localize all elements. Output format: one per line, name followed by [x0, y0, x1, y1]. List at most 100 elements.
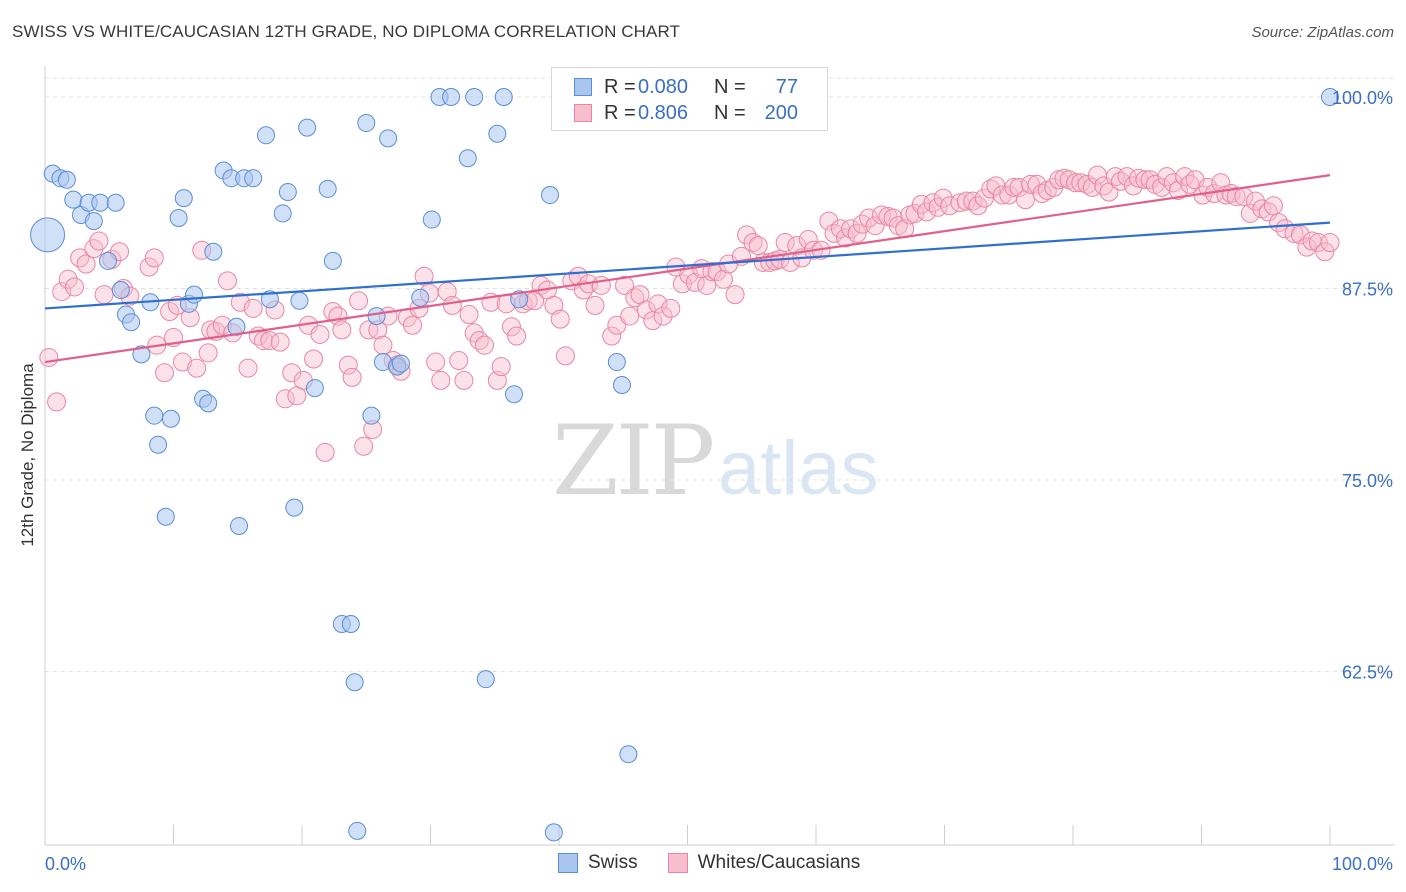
white-point [431, 370, 451, 390]
white-point [602, 326, 622, 346]
white-point [917, 202, 937, 222]
legend-r-label: R = [604, 101, 636, 124]
white-point [1258, 202, 1278, 222]
white-point [1004, 177, 1024, 197]
white-point [89, 231, 109, 251]
white-point [992, 185, 1012, 205]
swiss-point [465, 88, 484, 106]
white-point [648, 294, 668, 314]
swiss-point [541, 186, 560, 205]
swiss-point [305, 379, 324, 398]
white-point [454, 370, 474, 390]
trend-lines [44, 174, 1331, 364]
white-point [636, 300, 656, 320]
white-point [349, 291, 369, 311]
white-point [702, 262, 722, 282]
white-point [1315, 242, 1335, 262]
white-point [625, 288, 645, 308]
watermark-zip: ZIP [552, 405, 715, 517]
white-point [449, 351, 469, 371]
swiss-point [174, 189, 193, 208]
chart-title: SWISS VS WHITE/CAUCASIAN 12TH GRADE, NO … [12, 22, 681, 41]
swiss-point [505, 385, 524, 404]
white-point [507, 326, 527, 346]
swiss-point [145, 406, 164, 425]
swiss-point [227, 317, 246, 336]
legend-r-value: 0.806 [638, 101, 689, 124]
legend-n-value: 77 [775, 75, 798, 98]
legend-r-label: R = [604, 75, 636, 98]
legend-r-value: 0.080 [638, 75, 689, 98]
swiss-point [362, 406, 381, 425]
white-point [847, 223, 867, 243]
legend-n-value: 200 [764, 101, 798, 124]
white-point [550, 309, 570, 329]
swiss-point [458, 149, 477, 168]
swiss-point [156, 507, 175, 526]
swiss-point [278, 182, 297, 201]
swiss-point [199, 394, 218, 413]
legend-item-swiss[interactable]: Swiss [558, 852, 638, 874]
y-tick-label: 75.0% [1342, 471, 1393, 491]
legend-box: R = 0.080 N = 77 R = 0.806 N = 200 [551, 67, 828, 131]
swiss-point [84, 212, 103, 231]
white-point [310, 324, 330, 344]
swiss-point [348, 821, 367, 840]
swiss-point [257, 126, 276, 145]
swiss-point [607, 353, 626, 372]
white-point [354, 436, 374, 456]
white-point [260, 331, 280, 351]
swiss-point [476, 670, 495, 689]
white-point [1263, 196, 1283, 216]
white-point [819, 211, 839, 231]
swiss-point [411, 288, 430, 307]
swiss-point [1321, 88, 1339, 106]
white-trend-line [44, 174, 1331, 364]
white-point [836, 228, 856, 248]
white-point [1320, 233, 1340, 253]
swiss-point [619, 745, 638, 764]
y-tick-label: 87.5% [1342, 280, 1393, 300]
white-swatch [667, 853, 688, 873]
white-point [1135, 170, 1155, 190]
white-point [282, 363, 302, 383]
white-point [620, 306, 640, 326]
white-point [65, 277, 85, 297]
white-point [1021, 174, 1041, 194]
white-point [748, 236, 768, 256]
white-point [1027, 174, 1047, 194]
swiss-point [494, 88, 513, 106]
white-point [1226, 187, 1246, 207]
swiss-point [64, 190, 83, 209]
swiss-point [122, 313, 141, 332]
swiss-point [57, 170, 76, 189]
white-point [607, 315, 627, 335]
white-point [1071, 173, 1091, 193]
white-point [342, 367, 362, 387]
swiss-point [185, 285, 204, 304]
legend-item-white[interactable]: Whites/Caucasians [667, 852, 861, 874]
white-point [253, 331, 273, 351]
swiss-point [149, 435, 168, 454]
white-point [52, 282, 72, 302]
swiss-point [244, 169, 263, 188]
swiss-swatch [558, 853, 578, 873]
swiss-point [30, 217, 66, 253]
axes [44, 66, 1395, 846]
white-point [661, 298, 681, 318]
white-point [653, 306, 673, 326]
white-point [859, 208, 879, 228]
white-point [1290, 225, 1310, 245]
legend-n-label: N = [714, 101, 746, 124]
white-point [865, 216, 885, 236]
white-point [725, 285, 745, 305]
white-point [139, 257, 159, 277]
white-point [713, 269, 733, 289]
white-point [230, 292, 250, 312]
legend-white-label: Whites/Caucasians [697, 852, 861, 873]
swiss-point [422, 210, 441, 229]
swiss-point [132, 345, 151, 364]
bottom-legend: Swiss Whites/Caucasians [558, 852, 890, 874]
white-point [238, 358, 258, 378]
